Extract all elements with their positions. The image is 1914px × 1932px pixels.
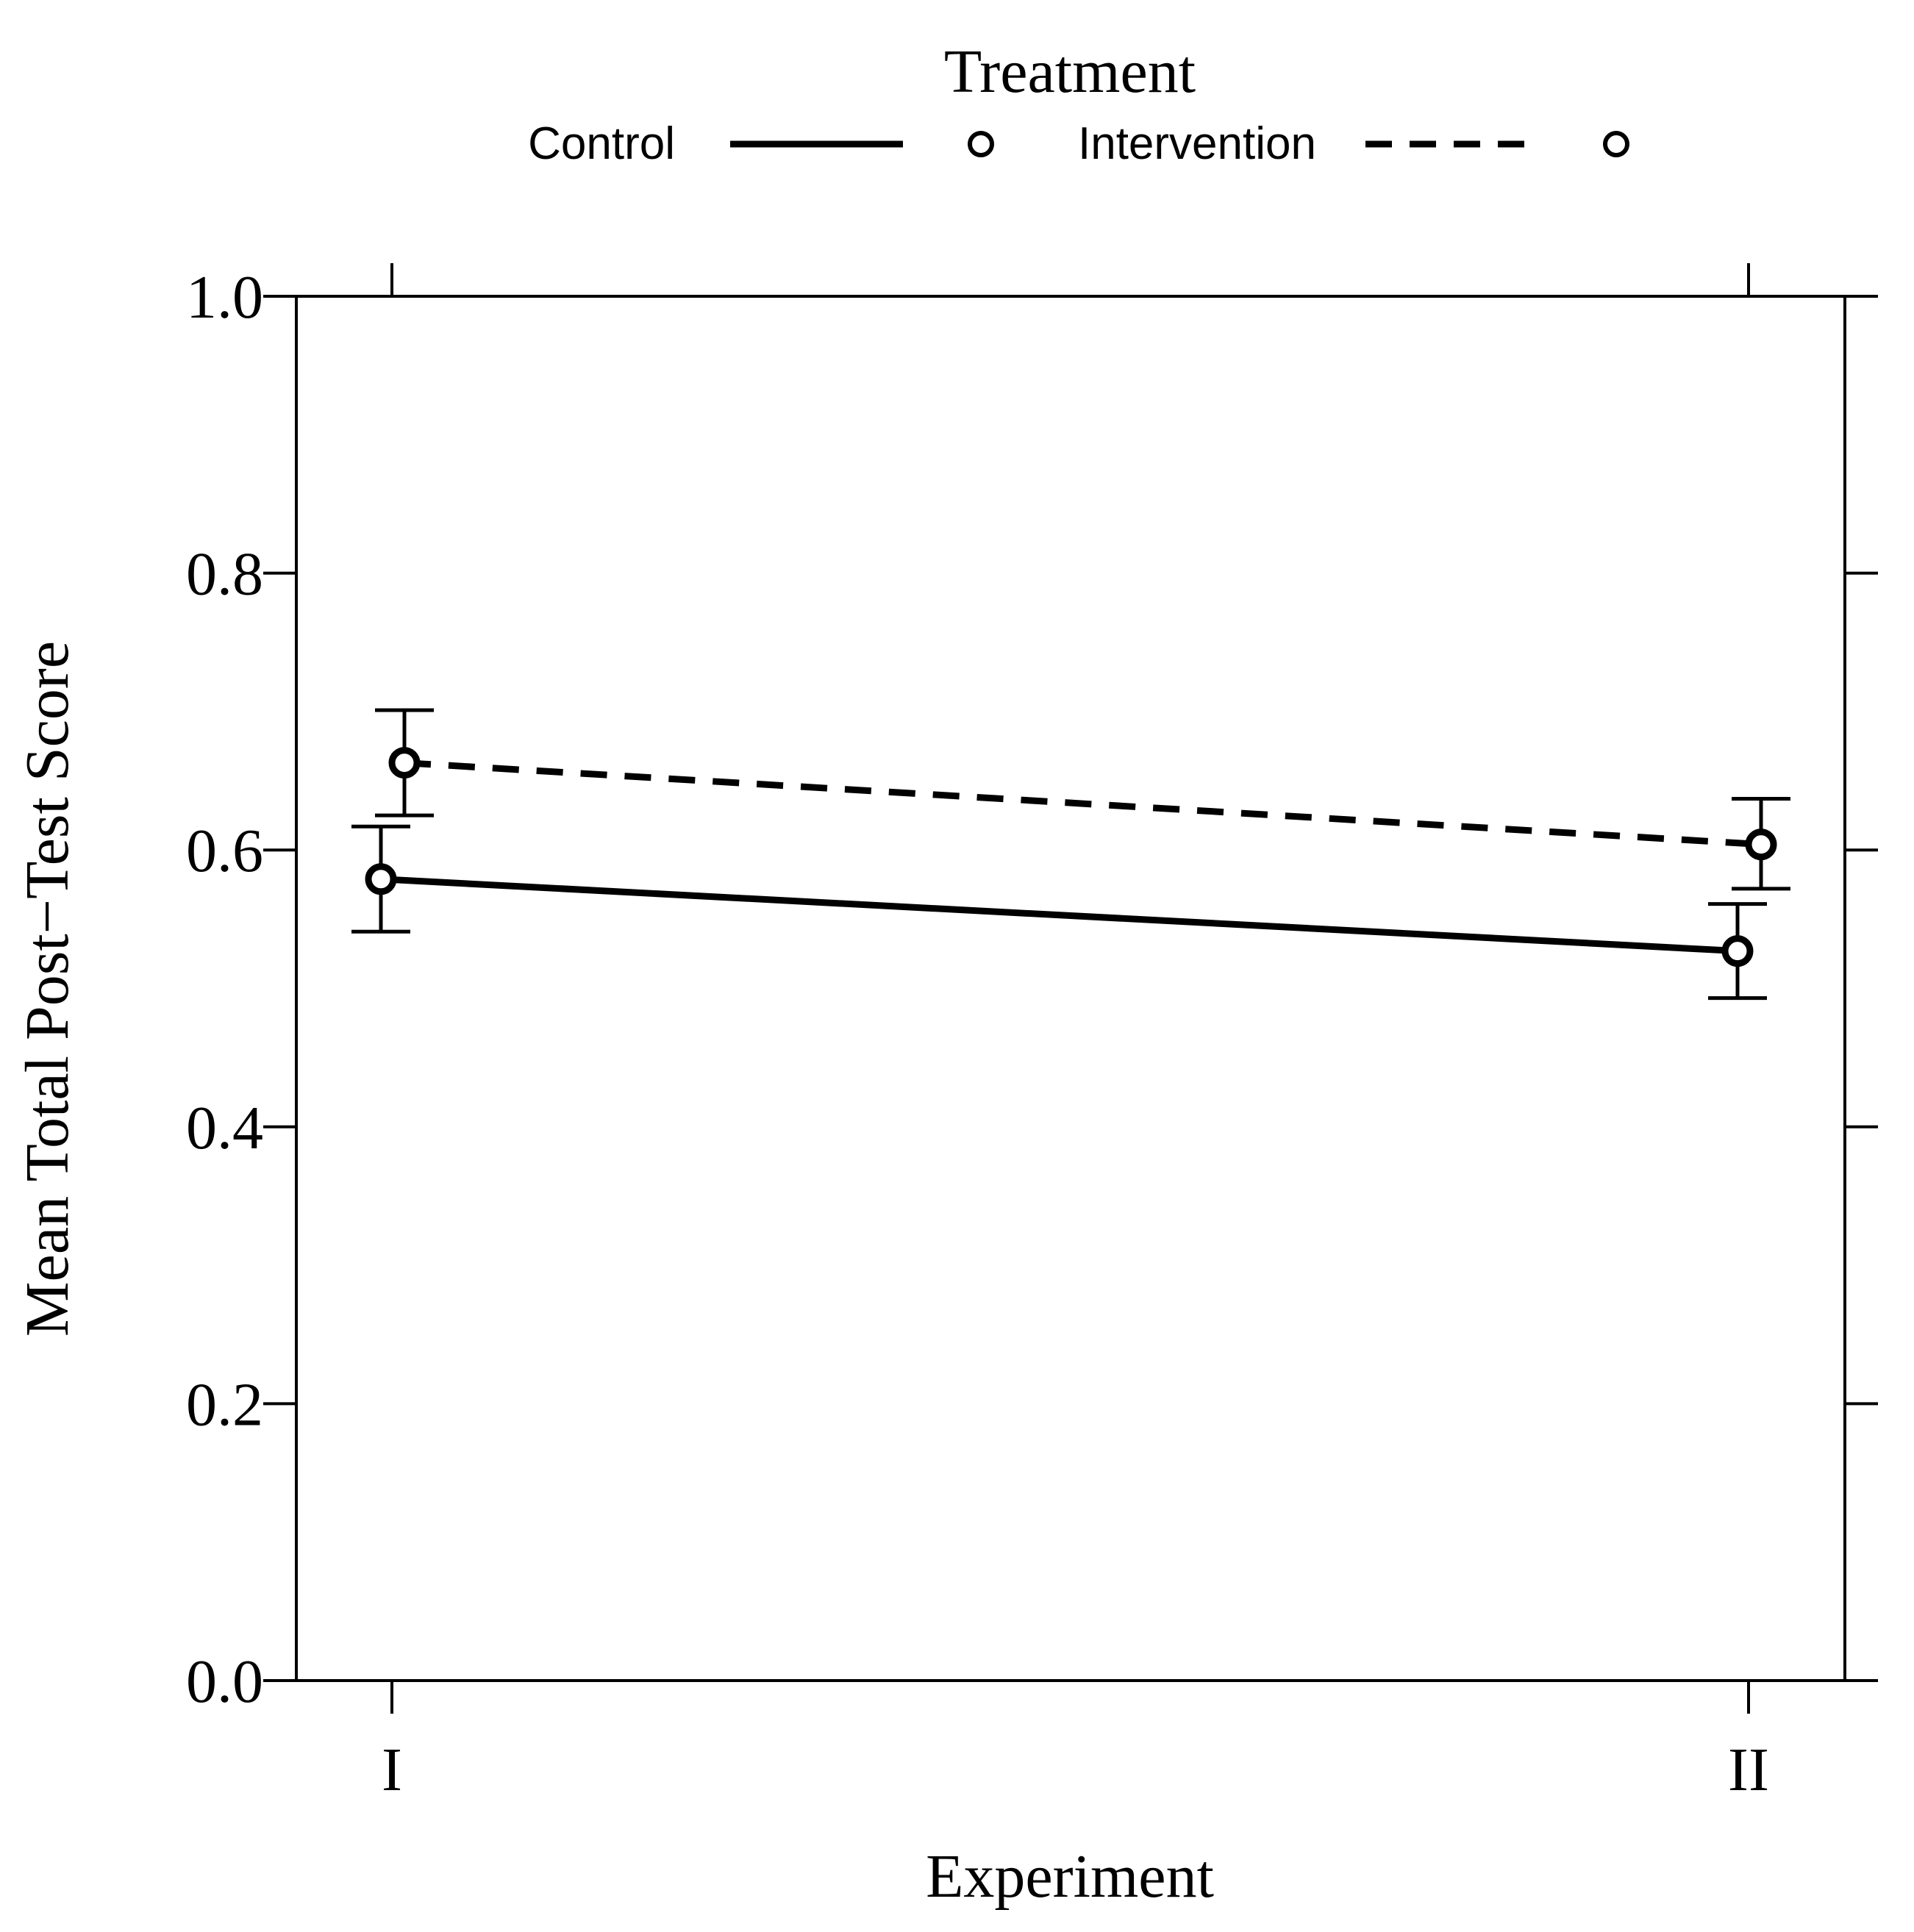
legend-marker-intervention — [1603, 131, 1629, 157]
data-point — [388, 747, 421, 779]
plot-frame — [295, 295, 1846, 1682]
x-tick-label: II — [1728, 1736, 1769, 1804]
legend-title: Treatment — [944, 37, 1196, 106]
y-tick-label: 0.6 — [186, 817, 263, 885]
y-tick-label: 0.0 — [186, 1647, 263, 1716]
series-line — [404, 759, 1762, 848]
x-axis: I II — [382, 263, 1769, 1804]
legend-label-intervention: Intervention — [1078, 118, 1316, 169]
y-tick-label: 0.2 — [186, 1370, 263, 1439]
y-axis: 0.0 0.2 0.4 0.6 0.8 1.0 — [186, 263, 1878, 1716]
x-tick-label: I — [382, 1736, 402, 1804]
y-tick-label: 0.4 — [186, 1094, 263, 1162]
x-axis-label: Experiment — [926, 1842, 1214, 1911]
y-axis-label: Mean Total Post−Test Score — [13, 641, 82, 1337]
series-layer — [351, 708, 1790, 1001]
legend: Treatment Control Intervention — [528, 37, 1629, 169]
legend-marker-control — [968, 131, 994, 157]
legend-entry-control: Control — [528, 118, 994, 169]
legend-entry-intervention: Intervention — [1078, 118, 1629, 169]
series-intervention — [375, 708, 1790, 891]
series-control — [351, 824, 1767, 1001]
data-point — [365, 863, 397, 895]
series-line — [380, 876, 1738, 955]
legend-label-control: Control — [528, 118, 675, 169]
data-point — [1721, 935, 1754, 967]
data-point — [1745, 829, 1777, 861]
y-tick-label: 1.0 — [186, 263, 263, 332]
y-tick-label: 0.8 — [186, 540, 263, 609]
